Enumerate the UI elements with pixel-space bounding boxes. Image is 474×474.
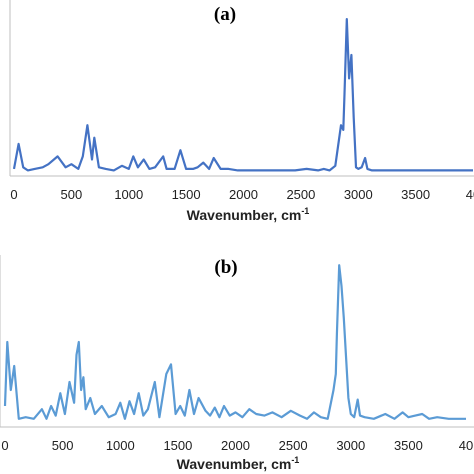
panel-b-label: (b) — [214, 257, 237, 278]
panel-b-spectrum-line — [3, 264, 466, 420]
panel-a-x-tick-label: 500 — [61, 187, 83, 202]
panel-a-label: (a) — [214, 4, 236, 25]
panel-a-spectrum-line — [12, 18, 473, 172]
panel-a-x-tick-label: 1000 — [114, 187, 143, 202]
panel-a-x-tick-label: 2500 — [286, 187, 315, 202]
panel-a-x-axis-label: Wavenumber, cm-1 — [187, 206, 310, 223]
panel-b-x-axis-label-text: Wavenumber, cm — [177, 456, 292, 472]
panel-b-x-tick-label: 40 — [459, 438, 473, 453]
panel-a-x-axis-label-text: Wavenumber, cm — [187, 207, 302, 223]
panel-a-x-ticks: 0 500 1000 1500 2000 2500 3000 3500 40 — [10, 187, 474, 202]
panel-a-x-axis-label-sup: -1 — [301, 206, 309, 216]
panel-a-x-tick-label: 1500 — [172, 187, 201, 202]
panel-b-x-axis-label: Wavenumber, cm-1 — [177, 455, 300, 472]
panel-b-x-tick-label: 500 — [52, 438, 74, 453]
panel-b-x-tick-label: 3000 — [336, 438, 365, 453]
panel-a-x-tick-label: 2000 — [229, 187, 258, 202]
panel-b-x-tick-label: 0 — [1, 438, 8, 453]
panel-b-x-tick-label: 1500 — [163, 438, 192, 453]
panel-b-x-tick-label: 3500 — [394, 438, 423, 453]
panel-a-x-tick-label: 40 — [466, 187, 474, 202]
panel-b-x-axis-label-sup: -1 — [291, 455, 299, 465]
panel-b-x-tick-label: 2500 — [279, 438, 308, 453]
panel-a: (a) 0 500 1000 1500 2000 2500 3000 3500 40 Waven… — [9, 0, 474, 223]
panel-a-x-tick-label: 3000 — [344, 187, 373, 202]
panel-b-x-tick-label: 2000 — [221, 438, 250, 453]
panel-a-x-tick-label: 3500 — [401, 187, 430, 202]
panel-b: (b) 0 500 1000 1500 2000 2500 3000 3500 40 Waven… — [0, 255, 474, 472]
panel-b-x-tick-label: 1000 — [106, 438, 135, 453]
panel-b-x-ticks: 0 500 1000 1500 2000 2500 3000 3500 40 — [1, 438, 473, 453]
panel-a-x-tick-label: 0 — [10, 187, 17, 202]
